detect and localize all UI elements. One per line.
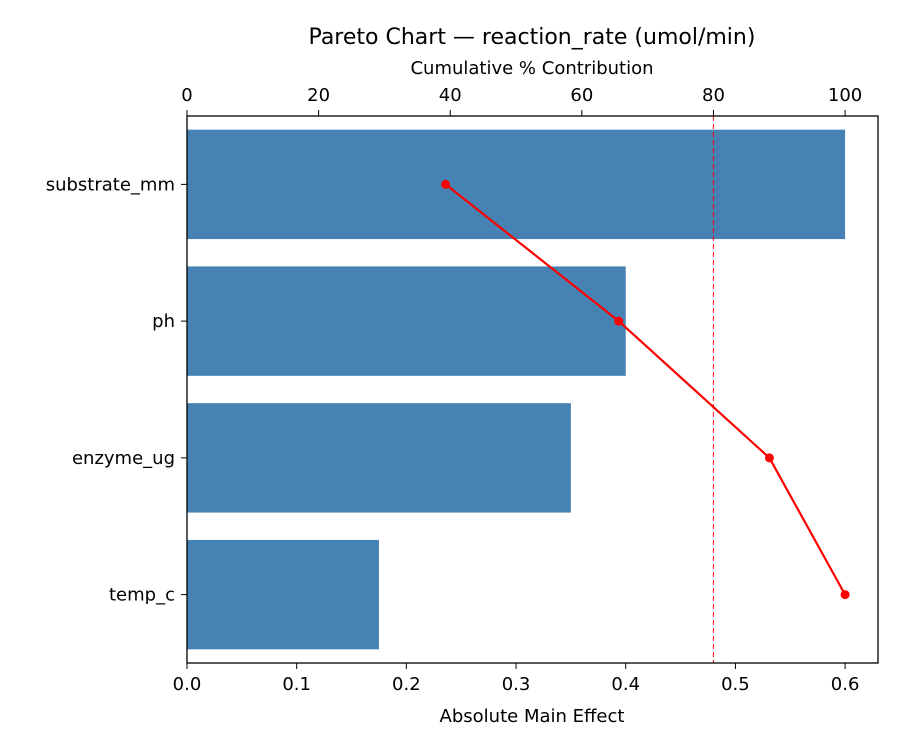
bar-ph <box>187 266 626 376</box>
chart-title: Pareto Chart — reaction_rate (umol/min) <box>309 25 756 50</box>
top-tick-label: 20 <box>307 85 330 106</box>
x-tick-label: 0.2 <box>392 674 421 695</box>
y-tick-label-enzyme_ug: enzyme_ug <box>72 448 175 469</box>
bar-enzyme_ug <box>187 403 571 513</box>
top-tick-label: 80 <box>702 85 725 106</box>
cumulative-line <box>444 183 847 596</box>
y-tick-label-temp_c: temp_c <box>109 585 175 606</box>
cumulative-point-substrate_mm <box>441 179 451 189</box>
top-tick-label: 40 <box>439 85 462 106</box>
bar-temp_c <box>187 539 379 650</box>
x-tick-label: 0.1 <box>282 674 311 695</box>
y-tick-label-ph: ph <box>152 311 175 332</box>
x-axis-label: Absolute Main Effect <box>440 706 625 727</box>
bar-substrate_mm <box>187 129 846 240</box>
y-tick-label-substrate_mm: substrate_mm <box>46 174 175 195</box>
x-tick-label: 0.6 <box>831 674 860 695</box>
cumulative-point-temp_c <box>840 590 850 600</box>
top-tick-label: 100 <box>828 85 862 106</box>
top-tick-label: 60 <box>570 85 593 106</box>
x-tick-label: 0.0 <box>173 674 202 695</box>
plot-frame <box>186 115 879 664</box>
x-tick-label: 0.5 <box>721 674 750 695</box>
x-tick-label: 0.3 <box>502 674 531 695</box>
cumulative-point-ph <box>614 316 624 326</box>
top-tick-label: 0 <box>181 85 192 106</box>
cumulative-point-enzyme_ug <box>764 453 774 463</box>
x-tick-label: 0.4 <box>611 674 640 695</box>
top-axis-label: Cumulative % Contribution <box>410 58 653 79</box>
